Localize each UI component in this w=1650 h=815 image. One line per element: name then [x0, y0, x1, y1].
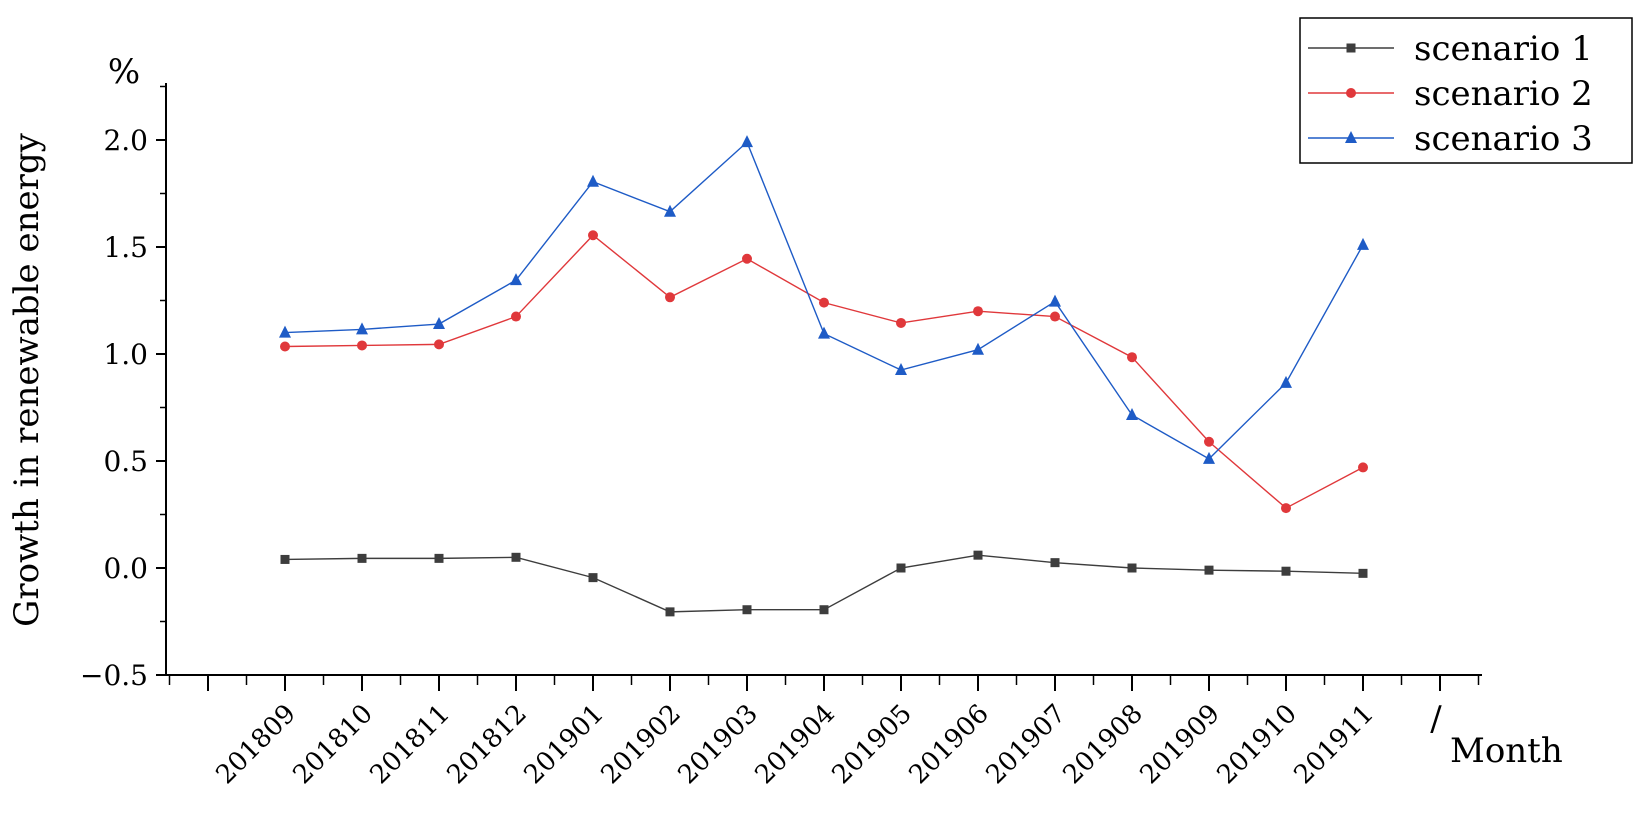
data-point: [434, 339, 444, 350]
data-point: [511, 552, 521, 562]
data-point: [1049, 294, 1061, 307]
series-layer: [279, 135, 1369, 617]
x-axis-title: Month: [1450, 731, 1563, 771]
data-point: [1281, 566, 1291, 576]
series-line: [284, 234, 1364, 509]
data-point: [819, 297, 829, 308]
y-tick-label: 0.5: [103, 445, 148, 478]
legend-label: scenario 3: [1414, 119, 1593, 159]
data-point: [357, 340, 367, 351]
data-point: [665, 607, 675, 617]
data-point: [279, 325, 291, 338]
legend-box: [1299, 17, 1633, 164]
axes: −0.50.00.51.01.52.0201809201810201811201…: [80, 83, 1482, 790]
series-2: [280, 230, 1368, 514]
x-axis-title-prefix: /: [1430, 699, 1442, 739]
data-point: [588, 573, 598, 583]
legend-marker: [1345, 131, 1357, 143]
series-line: [284, 554, 1364, 613]
data-point: [1050, 311, 1060, 322]
data-point: [665, 292, 675, 303]
legend-label: scenario 1: [1414, 29, 1593, 69]
data-point: [896, 563, 906, 573]
x-tick-label: 201901: [519, 699, 610, 790]
data-point: [973, 306, 983, 317]
data-point: [742, 605, 752, 615]
data-point: [356, 322, 368, 335]
legend-marker: [1346, 88, 1356, 98]
data-point: [1280, 375, 1292, 388]
data-point: [1357, 237, 1369, 250]
data-point: [742, 253, 752, 264]
x-tick-label: 201910: [1212, 699, 1303, 790]
x-tick-label: 201903: [673, 699, 764, 790]
data-point: [896, 317, 906, 328]
y-axis-title: Growth in renewable energy: [7, 132, 47, 626]
x-tick-label: 201906: [904, 699, 995, 790]
x-tick-label: 201811: [365, 699, 456, 790]
data-point: [895, 363, 907, 376]
x-tick-label: 201904: [750, 699, 841, 790]
data-point: [1358, 462, 1368, 473]
x-tick-label: 201902: [596, 699, 687, 790]
x-tick-label: 201907: [981, 699, 1072, 790]
series-3: [279, 135, 1369, 464]
data-point: [1281, 503, 1291, 514]
y-axis-unit: %: [108, 52, 140, 92]
data-point: [280, 341, 290, 352]
data-point: [1203, 451, 1215, 464]
data-point: [818, 326, 830, 339]
legend-label: scenario 2: [1414, 74, 1593, 114]
data-point: [280, 554, 290, 564]
y-tick-label: −0.5: [80, 659, 148, 692]
data-point: [973, 550, 983, 560]
data-point: [1204, 436, 1214, 447]
data-point: [1126, 407, 1138, 420]
data-point: [972, 342, 984, 355]
legend-marker: [1346, 43, 1356, 53]
data-point: [434, 553, 444, 563]
data-point: [511, 311, 521, 322]
data-point: [1358, 568, 1368, 578]
data-point: [1127, 352, 1137, 363]
data-point: [587, 174, 599, 187]
data-point: [1204, 565, 1214, 575]
data-point: [1127, 563, 1137, 573]
y-tick-label: 1.0: [103, 338, 148, 371]
x-tick-label: 201905: [827, 699, 918, 790]
data-point: [664, 204, 676, 217]
y-tick-label: 1.5: [103, 231, 148, 264]
x-tick-label: 201911: [1289, 699, 1380, 790]
x-tick-label: 201812: [442, 699, 533, 790]
data-point: [357, 553, 367, 563]
y-tick-label: 0.0: [103, 552, 148, 585]
data-point: [1050, 558, 1060, 568]
series-1: [280, 550, 1368, 617]
data-point: [588, 230, 598, 241]
x-tick-label: 201810: [288, 699, 379, 790]
data-point: [433, 317, 445, 330]
data-point: [819, 605, 829, 615]
legend: scenario 1 scenario 2 scenario 3: [1299, 17, 1633, 164]
x-tick-label: 201908: [1058, 699, 1149, 790]
y-tick-label: 2.0: [103, 124, 148, 157]
data-point: [510, 273, 522, 286]
x-tick-label: 201809: [211, 699, 302, 790]
data-point: [741, 135, 753, 148]
x-tick-label: 201909: [1135, 699, 1226, 790]
